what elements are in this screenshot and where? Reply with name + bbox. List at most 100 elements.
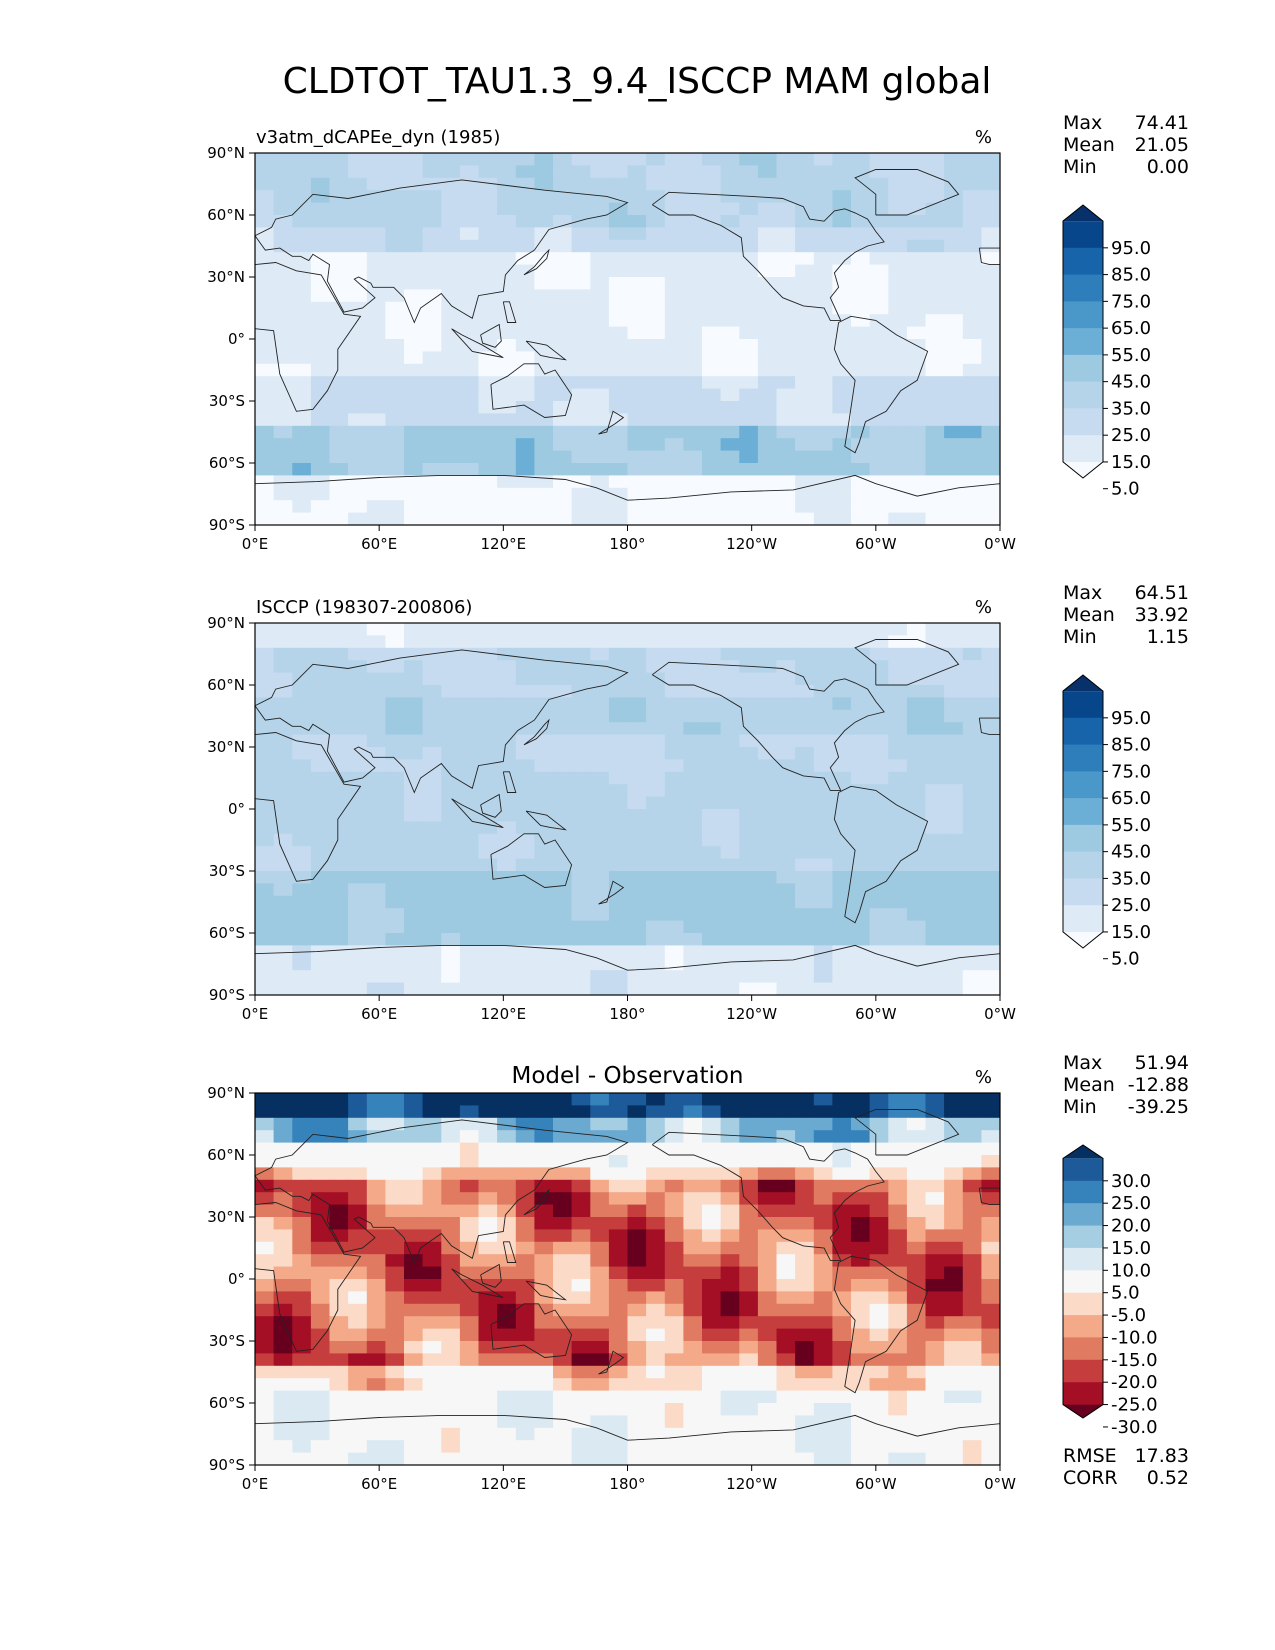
stat-value-min: -39.25 — [1128, 1096, 1189, 1118]
coastline — [833, 785, 929, 924]
field-cell — [888, 1130, 908, 1144]
field-cell — [441, 277, 461, 290]
field-cell — [441, 821, 461, 835]
field-cell — [329, 734, 349, 748]
field-cell — [739, 463, 759, 476]
field-cell — [795, 512, 815, 525]
field-cell — [422, 1241, 442, 1255]
field-cell — [981, 413, 1000, 427]
field-cell — [385, 933, 405, 946]
colorbar-segment — [1063, 1270, 1103, 1294]
field-cell — [683, 264, 703, 278]
field-cell — [366, 239, 386, 253]
field-cell — [925, 672, 945, 686]
field-cell — [608, 1291, 629, 1305]
field-cell — [255, 945, 275, 959]
field-cell — [422, 165, 442, 179]
field-cell — [664, 858, 684, 872]
field-cell — [739, 1266, 759, 1280]
field-cell — [422, 871, 442, 884]
field-cell — [553, 833, 573, 847]
field-cell — [310, 1403, 331, 1416]
field-cell — [422, 1142, 442, 1156]
field-cell — [962, 326, 982, 340]
field-cell — [683, 1179, 703, 1193]
field-cell — [292, 1440, 312, 1454]
field-cell — [385, 438, 405, 452]
field-cell — [385, 722, 405, 736]
field-cell — [385, 796, 405, 810]
field-cell — [255, 1328, 275, 1342]
field-cell — [683, 1130, 703, 1144]
field-cell — [627, 1316, 647, 1330]
field-cell — [441, 722, 461, 736]
field-cell — [851, 425, 871, 439]
field-cell — [255, 1217, 275, 1230]
field-cell — [757, 252, 778, 266]
field-cell — [515, 376, 535, 390]
field-cell — [385, 1266, 405, 1280]
field-cell — [459, 425, 480, 439]
field-cell — [273, 933, 293, 946]
field-cell — [664, 1142, 684, 1156]
colorbar-tick-label: 55.0 — [1111, 815, 1151, 836]
field-cell — [329, 1415, 349, 1429]
field-cell — [422, 933, 442, 946]
field-cell — [292, 1452, 312, 1465]
field-cell — [925, 871, 945, 884]
field-cell — [310, 796, 331, 810]
field-cell — [739, 264, 759, 278]
field-cell — [515, 215, 535, 228]
field-cell — [515, 734, 535, 748]
field-cell — [590, 326, 610, 340]
field-cell — [962, 871, 982, 884]
field-cell — [962, 1266, 982, 1280]
field-cell — [869, 846, 889, 860]
field-cell — [664, 1341, 684, 1354]
field-cell — [515, 1341, 535, 1354]
field-cell — [906, 177, 927, 191]
field-cell — [683, 895, 703, 909]
field-cell — [664, 759, 684, 773]
field-cell — [255, 734, 275, 748]
field-cell — [404, 895, 424, 909]
field-cell — [757, 202, 778, 216]
field-cell — [292, 697, 312, 711]
field-cell — [329, 438, 349, 452]
field-cell — [255, 1303, 275, 1317]
field-cell — [757, 933, 778, 946]
field-cell — [832, 153, 852, 166]
field-cell — [888, 1266, 908, 1280]
field-cell — [720, 388, 740, 402]
field-cell — [273, 401, 293, 414]
field-cell — [366, 177, 386, 191]
field-cell — [459, 277, 480, 290]
field-cell — [385, 833, 405, 847]
field-cell — [404, 1328, 424, 1342]
field-cell — [329, 920, 349, 934]
field-cell — [478, 1378, 498, 1392]
field-cell — [962, 1093, 982, 1106]
field-cell — [925, 883, 945, 897]
field-cell — [795, 1427, 815, 1441]
field-cell — [720, 289, 740, 303]
field-cell — [962, 1117, 982, 1131]
field-cell — [478, 920, 498, 934]
field-cell — [348, 1328, 368, 1342]
field-cell — [664, 933, 684, 946]
field-cell — [515, 401, 535, 414]
field-cell — [534, 1229, 554, 1243]
field-cell — [310, 821, 331, 835]
field-cell — [832, 289, 852, 303]
field-cell — [944, 908, 964, 922]
field-cell — [944, 1105, 964, 1119]
field-cell — [478, 833, 498, 847]
field-cell — [683, 153, 703, 166]
field-cell — [608, 1105, 629, 1119]
field-cell — [385, 1328, 405, 1342]
field-cell — [795, 1353, 815, 1367]
field-cell — [925, 512, 945, 525]
field-cell — [925, 784, 945, 798]
field-cell — [757, 672, 778, 686]
field-cell — [255, 908, 275, 922]
